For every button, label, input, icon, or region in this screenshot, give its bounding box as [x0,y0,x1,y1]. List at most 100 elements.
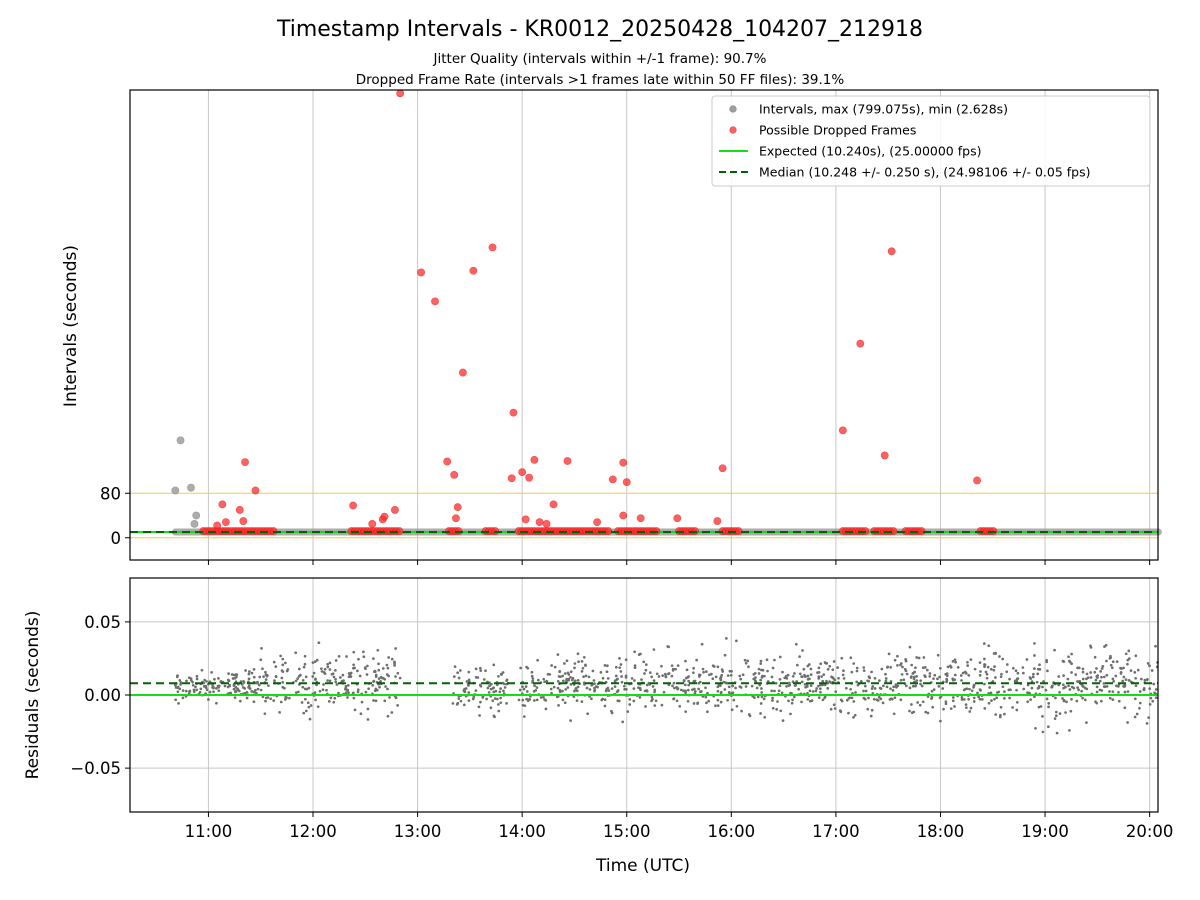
residual-point [386,666,390,670]
residual-point [863,684,867,688]
residual-point [563,672,567,675]
residual-point [1068,729,1071,732]
residual-point [185,679,188,683]
residual-point [372,657,375,660]
residual-point [628,703,632,706]
residual-point [594,685,598,688]
residual-point [247,684,251,688]
residual-point [535,698,539,702]
residual-point [558,670,562,674]
residual-point [267,684,270,688]
residual-point [1046,669,1049,673]
residual-point [322,671,326,674]
residual-point [1015,688,1018,692]
residual-point [1003,697,1006,700]
residual-point [244,669,247,672]
residual-point [252,675,256,679]
residual-point [759,678,763,682]
residual-point [716,665,720,669]
residual-point [1037,684,1041,688]
residual-point [770,675,774,679]
residual-point [1154,644,1157,648]
residual-point [852,715,855,719]
residual-point [1003,712,1006,716]
residual-point [945,674,949,678]
residual-point [826,667,830,671]
residual-point [175,675,179,679]
residual-point [1123,706,1127,710]
residual-point [694,689,697,693]
residual-point [535,686,539,690]
residual-point [873,687,877,690]
residual-point [1000,672,1003,676]
dropped-frame-point-4 [488,243,497,252]
residual-point [1074,673,1078,676]
residual-point [502,689,505,693]
legend-intervals-marker [729,105,737,113]
residual-point [785,676,789,680]
residual-point [1070,697,1073,701]
residual-point [1095,685,1099,689]
residual-point [233,696,237,700]
residual-point [664,672,667,676]
residual-point [233,676,237,680]
residual-point [297,690,300,694]
residual-point [953,705,956,708]
residual-point [879,687,883,690]
residual-point [954,660,957,664]
residual-point [1031,672,1035,676]
residual-point [904,684,908,688]
residual-point [1100,675,1103,679]
dropped-frame-point-6 [856,339,865,348]
residual-point [798,672,802,676]
residual-point [723,688,727,691]
residual-point [723,653,727,657]
residual-point [571,678,574,682]
residual-point [826,687,830,690]
residual-point [1110,666,1114,670]
residual-point [1146,677,1149,681]
residual-point [823,695,827,699]
residual-point [808,689,812,693]
residual-point [363,666,367,669]
residual-point [467,691,471,694]
residual-point [200,668,204,672]
residual-point [936,677,939,681]
residual-point [889,666,893,669]
residual-point [804,685,807,689]
residual-point [347,691,350,695]
residual-point [259,658,263,662]
residual-point [1070,685,1074,689]
residual-point [1036,686,1040,690]
residual-point [840,656,844,660]
residual-point [307,686,311,690]
residual-point [675,699,679,703]
residual-point [580,700,584,703]
residual-point [725,637,728,640]
residual-point [503,686,507,689]
residual-point [850,696,854,700]
residual-point [232,687,236,691]
residual-point [738,674,742,678]
interval-point-3 [192,511,201,520]
residual-point [1016,671,1020,675]
residual-point [647,681,651,685]
residual-point [809,673,813,676]
residual-point [334,659,338,662]
residual-point [747,713,751,716]
dropped-frame-point-14 [450,470,459,479]
residual-point [679,688,683,692]
residuals-ytick-label-2: −0.05 [70,759,121,778]
residual-point [178,687,182,691]
residual-point [521,698,525,702]
residual-point [582,655,586,659]
residual-point [1026,700,1030,704]
residual-point [522,687,526,691]
residual-point [252,700,256,704]
residual-point [999,705,1003,709]
residual-point [521,685,524,689]
residual-point [684,659,687,663]
residual-point [588,688,592,691]
residual-point [1115,660,1119,663]
residual-point [1109,656,1112,660]
